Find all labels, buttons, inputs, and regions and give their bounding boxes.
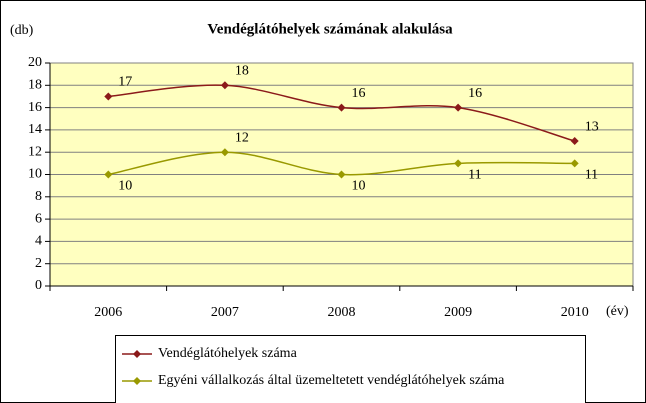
y-tick-label: 2 (35, 256, 42, 271)
y-axis-label: (db) (10, 23, 34, 38)
y-tick-label: 16 (28, 100, 42, 115)
data-label: 10 (352, 179, 366, 194)
x-axis-label: (év) (606, 304, 629, 319)
y-tick-label: 4 (35, 234, 42, 249)
marker (454, 103, 463, 112)
marker (337, 103, 346, 112)
marker (570, 137, 579, 146)
marker (104, 170, 113, 179)
data-label: 10 (118, 179, 132, 194)
data-label: 16 (468, 86, 482, 101)
marker (104, 92, 113, 101)
y-tick-label: 20 (28, 55, 42, 70)
y-tick-label: 0 (35, 278, 42, 293)
x-tick-label: 2007 (211, 305, 239, 320)
y-tick-label: 18 (28, 78, 42, 93)
y-tick-label: 8 (35, 189, 42, 204)
data-label: 18 (235, 64, 249, 79)
y-tick-label: 12 (28, 144, 42, 159)
data-label: 11 (468, 168, 481, 183)
marker (454, 159, 463, 168)
data-label: 11 (585, 168, 598, 183)
legend-marker (133, 377, 141, 385)
data-label: 16 (352, 86, 366, 101)
chart-title: Vendéglátóhelyek számának alakulása (207, 21, 453, 37)
legend-marker (133, 350, 141, 358)
legend-label: Egyéni vállalkozás által üzemeltetett ve… (158, 373, 505, 388)
marker (220, 81, 229, 90)
x-tick-label: 2009 (444, 305, 472, 320)
marker (220, 148, 229, 157)
data-label: 12 (235, 130, 249, 145)
x-tick-label: 2006 (94, 305, 122, 320)
marker (570, 159, 579, 168)
x-tick-label: 2010 (561, 305, 589, 320)
x-tick-label: 2008 (328, 305, 356, 320)
y-tick-label: 10 (28, 167, 42, 182)
y-tick-label: 6 (35, 211, 42, 226)
y-tick-label: 14 (28, 122, 42, 137)
legend-box (115, 335, 586, 403)
marker (337, 170, 346, 179)
legend-label: Vendéglátóhelyek száma (158, 346, 298, 361)
data-label: 17 (118, 75, 132, 90)
data-label: 13 (585, 119, 599, 134)
